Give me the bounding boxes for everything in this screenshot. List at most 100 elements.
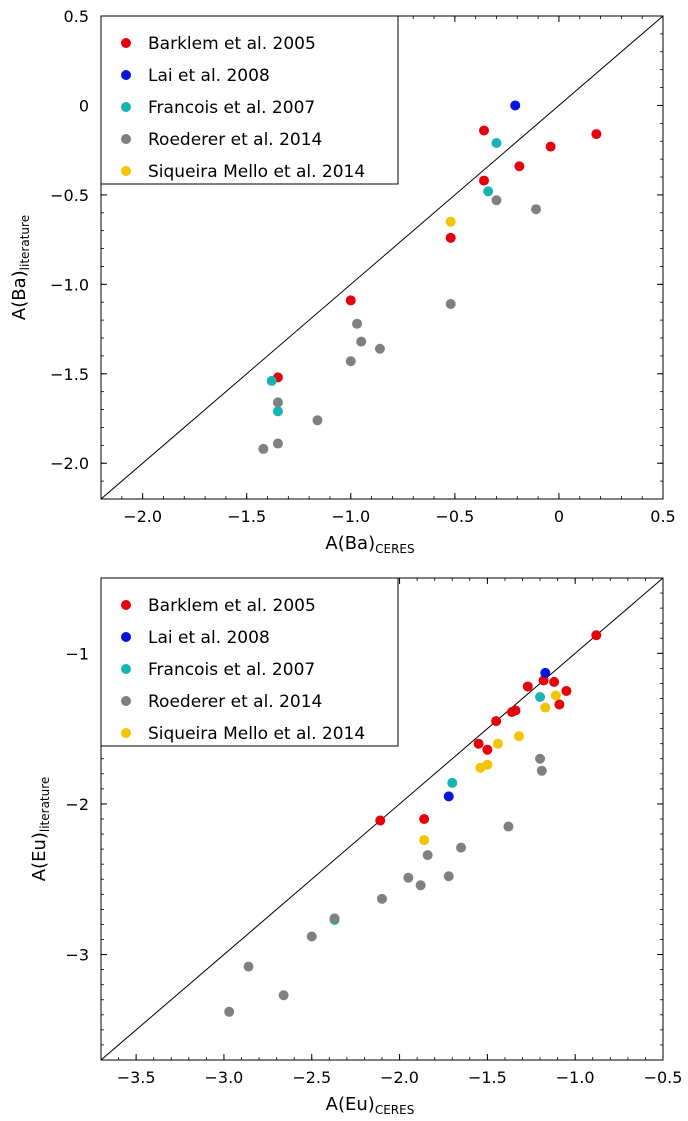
legend-label: Barklem et al. 2005 <box>148 596 316 616</box>
legend: Barklem et al. 2005 Lai et al. 2008 Franco… <box>100 15 399 185</box>
data-point-barklem-et-al-2005 <box>545 141 556 152</box>
data-point-barklem-et-al-2005 <box>549 676 560 687</box>
y-axis-label: A(Ba)literature <box>9 215 32 320</box>
legend-marker <box>121 632 131 642</box>
data-point-barklem-et-al-2005 <box>591 129 602 140</box>
x-tick-label: −2.0 <box>380 1068 419 1087</box>
y-axis-label: A(Eu)literature <box>29 777 52 882</box>
y-axis-label-sub: literature <box>38 777 52 832</box>
data-point-roederer-et-al-2014 <box>258 443 269 454</box>
legend-marker <box>121 38 131 48</box>
data-point-siqueira-mello-et-al-2014 <box>445 216 456 227</box>
x-tick-label: −2.5 <box>292 1068 331 1087</box>
data-point-barklem-et-al-2005 <box>522 681 533 692</box>
legend: Barklem et al. 2005 Lai et al. 2008 Franco… <box>100 577 399 747</box>
legend-marker <box>121 696 131 706</box>
legend-label: Barklem et al. 2005 <box>148 34 316 54</box>
data-point-roederer-et-al-2014 <box>422 850 433 861</box>
data-point-roederer-et-al-2014 <box>243 961 254 972</box>
legend-marker <box>121 600 131 610</box>
data-point-roederer-et-al-2014 <box>443 871 454 882</box>
x-axis-label-sub: CERES <box>375 542 415 556</box>
data-point-roederer-et-al-2014 <box>312 415 323 426</box>
x-tick-label: 0.5 <box>650 507 675 526</box>
legend-box <box>100 577 399 747</box>
data-point-roederer-et-al-2014 <box>224 1006 235 1017</box>
data-point-barklem-et-al-2005 <box>478 125 489 136</box>
x-axis-label-sub: CERES <box>375 1103 415 1117</box>
x-axis-label-main: A(Ba) <box>325 533 375 554</box>
x-tick-label: −3.5 <box>117 1068 156 1087</box>
data-point-roederer-et-al-2014 <box>535 753 546 764</box>
x-tick-label: −0.5 <box>435 507 474 526</box>
legend-marker <box>121 728 131 738</box>
data-point-barklem-et-al-2005 <box>491 716 502 727</box>
data-point-barklem-et-al-2005 <box>419 814 430 824</box>
data-point-francois-et-al-2007 <box>272 406 283 417</box>
legend-marker <box>121 102 131 112</box>
y-tick-label: −1 <box>65 644 89 663</box>
data-point-roederer-et-al-2014 <box>403 872 414 883</box>
y-tick-label: −3 <box>65 946 89 965</box>
data-point-barklem-et-al-2005 <box>510 705 521 716</box>
x-tick-label: −0.5 <box>644 1068 683 1087</box>
legend-marker <box>121 70 131 80</box>
legend-box <box>100 15 399 185</box>
data-point-roederer-et-al-2014 <box>377 893 387 904</box>
data-point-barklem-et-al-2005 <box>482 744 493 755</box>
legend-label: Francois et al. 2007 <box>148 660 315 680</box>
x-tick-label: −1.5 <box>227 507 266 526</box>
data-point-barklem-et-al-2005 <box>561 685 572 696</box>
data-point-barklem-et-al-2005 <box>478 175 489 186</box>
data-point-roederer-et-al-2014 <box>329 913 340 924</box>
data-point-roederer-et-al-2014 <box>278 990 289 1001</box>
data-point-roederer-et-al-2014 <box>356 336 367 347</box>
x-axis-label: A(Eu)CERES <box>326 1094 415 1117</box>
data-point-roederer-et-al-2014 <box>445 299 456 310</box>
x-tick-label: 0 <box>554 507 564 526</box>
y-tick-label: −1.0 <box>50 275 89 294</box>
x-axis-label-main: A(Eu) <box>326 1094 375 1115</box>
data-point-francois-et-al-2007 <box>266 375 277 386</box>
data-point-roederer-et-al-2014 <box>456 842 467 853</box>
data-point-siqueira-mello-et-al-2014 <box>550 690 561 701</box>
data-point-roederer-et-al-2014 <box>536 765 547 776</box>
data-point-roederer-et-al-2014 <box>531 204 542 215</box>
data-point-siqueira-mello-et-al-2014 <box>482 759 493 770</box>
data-point-roederer-et-al-2014 <box>272 397 283 408</box>
data-point-francois-et-al-2007 <box>483 186 494 197</box>
data-point-roederer-et-al-2014 <box>503 821 514 832</box>
legend-marker <box>121 134 131 144</box>
eu-scatter-panel: −3.5 −3.0 −2.5 −2.0 −1.5 −1.0 −0.5 −3 −2 −1 Barkle… <box>29 577 683 1117</box>
y-tick-label: 0.5 <box>64 7 89 26</box>
data-point-lai-et-al-2008 <box>443 791 454 802</box>
x-tick-label: −2.0 <box>123 507 162 526</box>
x-tick-label: −3.0 <box>205 1068 244 1087</box>
legend-label: Roederer et al. 2014 <box>148 130 322 150</box>
x-tick-label: −1.0 <box>556 1068 595 1087</box>
data-point-roederer-et-al-2014 <box>345 356 356 367</box>
ba-scatter-panel: −2.0 −1.5 −1.0 −0.5 0 0.5 −2.0 −1.5 −1.0 −0.5 0 0.5… <box>9 7 676 556</box>
data-point-barklem-et-al-2005 <box>345 295 356 306</box>
data-point-roederer-et-al-2014 <box>272 438 283 449</box>
legend-label: Lai et al. 2008 <box>148 628 270 648</box>
data-point-barklem-et-al-2005 <box>554 699 565 710</box>
data-point-roederer-et-al-2014 <box>306 931 317 942</box>
legend-marker <box>121 664 131 674</box>
y-tick-label: −2 <box>65 795 89 814</box>
plot-frame <box>100 577 664 1061</box>
data-point-siqueira-mello-et-al-2014 <box>419 835 430 846</box>
x-axis-label: A(Ba)CERES <box>325 533 414 556</box>
data-point-roederer-et-al-2014 <box>415 880 426 891</box>
y-axis-label-main: A(Ba) <box>9 270 30 320</box>
data-point-siqueira-mello-et-al-2014 <box>492 738 503 749</box>
data-point-barklem-et-al-2005 <box>445 232 456 243</box>
data-point-barklem-et-al-2005 <box>514 161 525 172</box>
data-point-francois-et-al-2007 <box>447 777 458 788</box>
legend-label: Siqueira Mello et al. 2014 <box>148 162 365 182</box>
legend-label: Roederer et al. 2014 <box>148 692 322 712</box>
data-point-roederer-et-al-2014 <box>491 195 502 206</box>
y-axis-label-sub: literature <box>18 215 32 270</box>
data-point-barklem-et-al-2005 <box>473 738 484 749</box>
